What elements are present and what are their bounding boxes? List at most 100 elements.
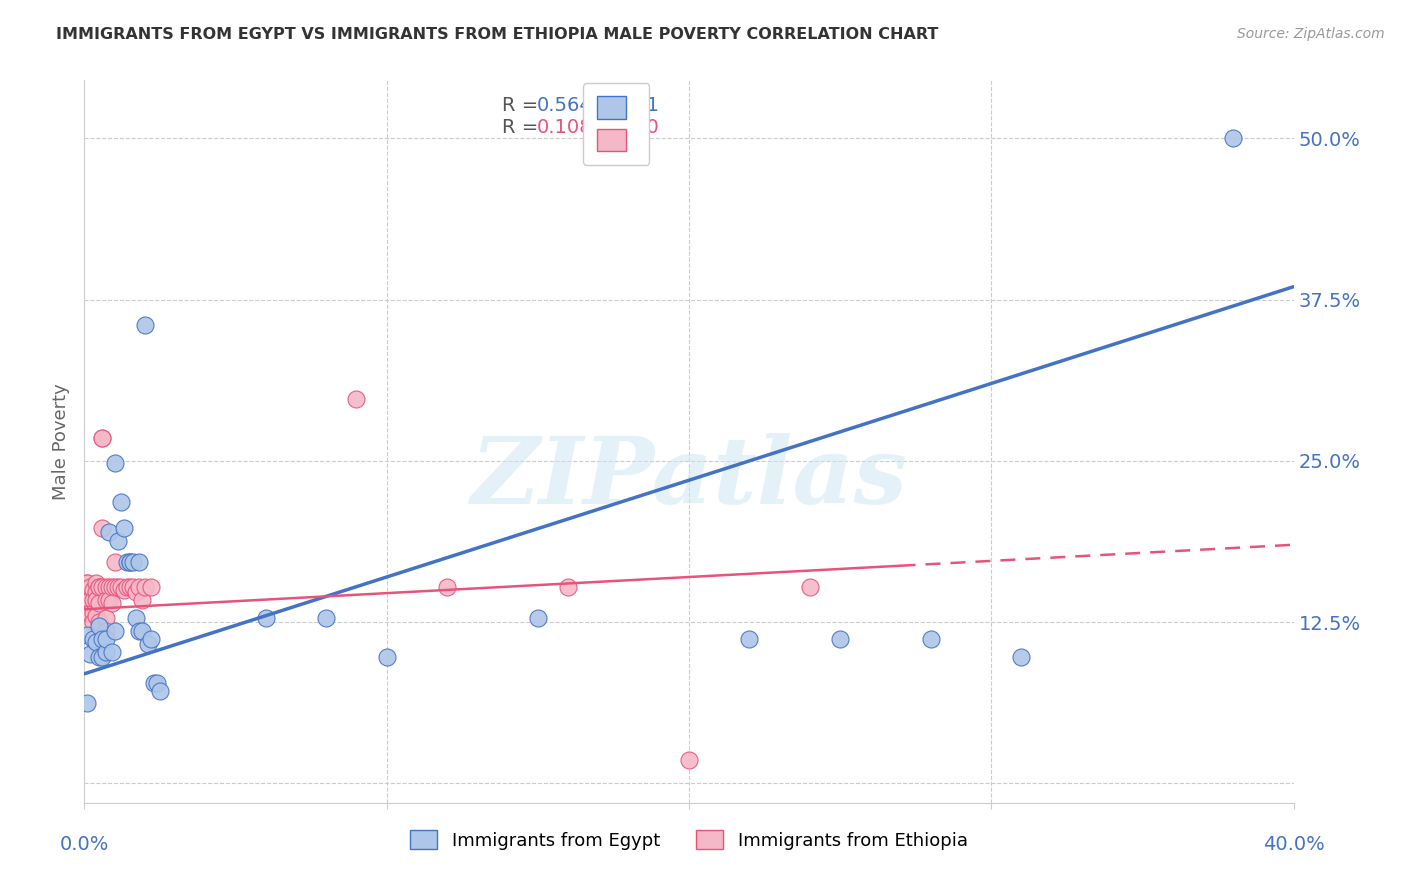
Text: 0.108: 0.108 <box>537 118 592 136</box>
Point <box>89 596 111 610</box>
Point <box>91 650 114 665</box>
Point <box>91 431 114 445</box>
Point <box>110 495 132 509</box>
Point <box>134 318 156 333</box>
Text: R =: R = <box>502 96 544 115</box>
Point <box>91 580 114 594</box>
Point <box>86 608 108 623</box>
Point <box>79 606 101 620</box>
Point <box>91 632 114 646</box>
Point <box>82 632 104 646</box>
Point <box>128 580 150 594</box>
Point <box>139 580 162 594</box>
Point <box>131 624 153 639</box>
Point <box>86 634 108 648</box>
Point <box>112 521 135 535</box>
Point <box>97 524 120 539</box>
Point <box>346 392 368 406</box>
Point <box>91 431 114 445</box>
Point <box>94 580 117 594</box>
Point <box>121 555 143 569</box>
Point <box>86 593 108 607</box>
Point <box>107 533 129 548</box>
Legend: Immigrants from Egypt, Immigrants from Ethiopia: Immigrants from Egypt, Immigrants from E… <box>401 822 977 859</box>
Point <box>375 650 398 665</box>
Point <box>128 624 150 639</box>
Point <box>131 593 153 607</box>
Text: Source: ZipAtlas.com: Source: ZipAtlas.com <box>1237 27 1385 41</box>
Point <box>254 611 277 625</box>
Point <box>104 580 127 594</box>
Point <box>82 582 104 597</box>
Point <box>125 585 148 599</box>
Text: N =: N = <box>599 96 641 115</box>
Point <box>115 580 138 594</box>
Text: R =: R = <box>502 118 544 136</box>
Point <box>920 632 942 646</box>
Point <box>146 675 169 690</box>
Point <box>82 606 104 620</box>
Text: 41: 41 <box>628 96 659 115</box>
Point <box>94 624 117 639</box>
Point <box>136 637 159 651</box>
Text: N =: N = <box>599 118 641 136</box>
Point <box>118 580 141 594</box>
Point <box>799 580 821 594</box>
Point <box>107 580 129 594</box>
Point <box>79 580 101 594</box>
Point <box>89 580 111 594</box>
Point <box>128 555 150 569</box>
Point <box>738 632 761 646</box>
Point <box>104 457 127 471</box>
Point <box>94 632 117 646</box>
Point <box>76 697 98 711</box>
Point <box>1222 131 1244 145</box>
Point <box>436 580 458 594</box>
Point <box>76 576 98 591</box>
Point <box>79 593 101 607</box>
Point <box>315 611 337 625</box>
Point <box>94 645 117 659</box>
Point <box>830 632 852 646</box>
Point <box>104 555 127 569</box>
Point <box>97 580 120 594</box>
Text: 40.0%: 40.0% <box>1263 835 1324 854</box>
Point <box>557 580 579 594</box>
Point <box>89 650 111 665</box>
Point <box>82 615 104 630</box>
Point <box>94 593 117 607</box>
Point <box>149 683 172 698</box>
Point <box>134 580 156 594</box>
Point <box>100 645 122 659</box>
Point <box>125 611 148 625</box>
Point <box>76 606 98 620</box>
Point <box>104 624 127 639</box>
Point <box>115 555 138 569</box>
Point <box>527 611 550 625</box>
Point <box>76 585 98 599</box>
Text: 50: 50 <box>634 118 659 136</box>
Text: 0.564: 0.564 <box>537 96 592 115</box>
Point <box>91 521 114 535</box>
Point <box>121 580 143 594</box>
Point <box>112 582 135 597</box>
Text: 0.0%: 0.0% <box>59 835 110 854</box>
Point <box>100 580 122 594</box>
Point <box>89 580 111 594</box>
Point <box>79 648 101 662</box>
Point <box>89 615 111 630</box>
Point <box>97 593 120 607</box>
Point <box>76 628 98 642</box>
Point <box>86 576 108 591</box>
Point <box>678 753 700 767</box>
Y-axis label: Male Poverty: Male Poverty <box>52 384 70 500</box>
Point <box>76 596 98 610</box>
Point <box>142 675 165 690</box>
Point <box>110 580 132 594</box>
Point <box>100 596 122 610</box>
Point <box>139 632 162 646</box>
Point <box>82 593 104 607</box>
Text: IMMIGRANTS FROM EGYPT VS IMMIGRANTS FROM ETHIOPIA MALE POVERTY CORRELATION CHART: IMMIGRANTS FROM EGYPT VS IMMIGRANTS FROM… <box>56 27 939 42</box>
Point <box>89 619 111 633</box>
Point <box>1011 650 1033 665</box>
